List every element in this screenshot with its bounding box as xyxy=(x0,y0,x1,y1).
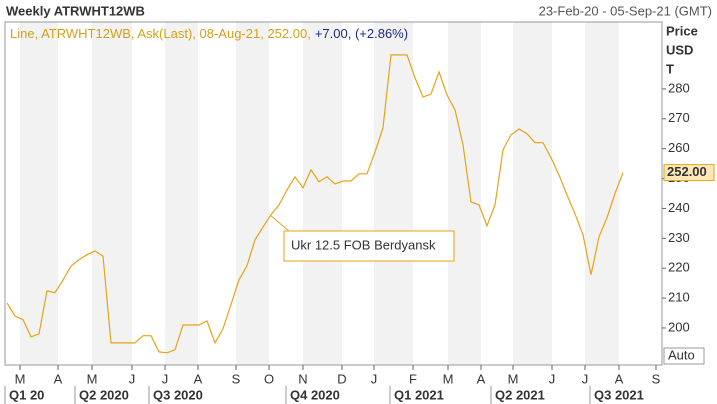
date-range: 23-Feb-20 - 05-Sep-21 (GMT) xyxy=(539,3,712,18)
month-band xyxy=(585,22,619,365)
quarter-label: Q2 2020 xyxy=(79,387,129,402)
chart-title: Weekly ATRWHT12WB xyxy=(6,3,145,18)
month-band xyxy=(303,22,342,365)
legend: Line, ATRWHT12WB, Ask(Last), 08-Aug-21, … xyxy=(10,26,408,41)
axis-label: USD xyxy=(666,42,693,57)
price-line xyxy=(6,54,624,354)
month-band xyxy=(165,22,198,365)
y-tick-label: 220 xyxy=(668,260,690,275)
annotation: Ukr 12.5 FOB Berdyansk xyxy=(291,237,436,252)
axis-label: Price xyxy=(666,23,698,38)
plot-border xyxy=(4,21,663,366)
quarter-label: Q4 2020 xyxy=(290,387,340,402)
month-band xyxy=(92,22,132,365)
auto-label: Auto xyxy=(668,347,695,362)
month-band xyxy=(513,22,552,365)
month-band xyxy=(20,22,58,365)
quarter-label: Q1 20 xyxy=(9,387,44,402)
month-label: D xyxy=(337,371,346,386)
last-value-label: 252.00 xyxy=(667,164,707,179)
month-label: A xyxy=(615,371,624,386)
month-label: J xyxy=(582,371,589,386)
quarter-label: Q3 2020 xyxy=(153,387,203,402)
month-band xyxy=(236,22,269,365)
month-label: S xyxy=(232,371,241,386)
y-tick-label: 260 xyxy=(668,140,690,155)
month-label: F xyxy=(409,371,417,386)
month-label: A xyxy=(477,371,486,386)
month-band xyxy=(448,22,481,365)
month-label: M xyxy=(15,371,26,386)
month-label: A xyxy=(194,371,203,386)
y-tick-label: 280 xyxy=(668,80,690,95)
quarter-label: Q3 2021 xyxy=(594,387,644,402)
auto-box xyxy=(663,347,705,365)
month-label: N xyxy=(298,371,307,386)
y-tick-label: 240 xyxy=(668,200,690,215)
month-label: J xyxy=(162,371,169,386)
month-label: J xyxy=(549,371,556,386)
quarter-label: Q1 2021 xyxy=(394,387,444,402)
y-tick-label: 210 xyxy=(668,290,690,305)
month-label: A xyxy=(54,371,63,386)
quarter-label: Q2 2021 xyxy=(495,387,545,402)
annotation-box xyxy=(283,230,455,262)
month-label: M xyxy=(443,371,454,386)
month-band xyxy=(374,22,413,365)
month-label: M xyxy=(508,371,519,386)
month-label: S xyxy=(652,371,661,386)
last-value-box xyxy=(663,164,715,182)
axis-label: T xyxy=(666,61,674,76)
annotation-leader xyxy=(269,214,291,233)
legend-change: +7.00, (+2.86%) xyxy=(315,26,408,41)
month-label: J xyxy=(371,371,378,386)
y-tick-label: 200 xyxy=(668,319,690,334)
month-label: O xyxy=(264,371,274,386)
y-tick-label: 270 xyxy=(668,110,690,125)
legend-text: Line, ATRWHT12WB, Ask(Last), 08-Aug-21, … xyxy=(10,26,311,41)
y-tick-label: 230 xyxy=(668,230,690,245)
month-label: M xyxy=(87,371,98,386)
month-label: J xyxy=(129,371,136,386)
